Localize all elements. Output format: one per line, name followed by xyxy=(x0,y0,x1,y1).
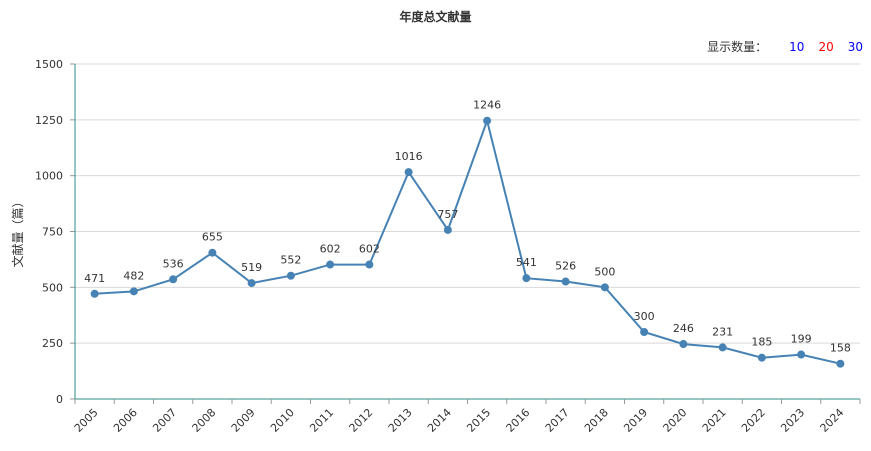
x-tick-label: 2021 xyxy=(700,406,729,435)
x-tick-label: 2005 xyxy=(72,406,101,435)
data-label: 757 xyxy=(437,208,458,221)
x-tick-label: 2016 xyxy=(504,406,533,435)
data-label: 231 xyxy=(712,325,733,338)
x-tick-label: 2017 xyxy=(543,406,572,435)
chart-title: 年度总文献量 xyxy=(399,10,472,24)
data-label: 482 xyxy=(123,269,144,282)
data-label: 1016 xyxy=(395,150,423,163)
axes: 0 250 500 750 1000 1250 1500 2005 2006 2007 2008 20… xyxy=(35,58,861,435)
data-point xyxy=(640,328,649,336)
data-label: 655 xyxy=(202,231,223,244)
data-label: 185 xyxy=(751,336,772,349)
grid-lines xyxy=(75,63,860,344)
y-tick-label: 1000 xyxy=(35,170,63,183)
data-label: 552 xyxy=(280,254,301,267)
x-tick-label: 2022 xyxy=(739,406,768,435)
data-point xyxy=(443,225,452,234)
data-label: 1246 xyxy=(473,99,501,112)
data-label: 471 xyxy=(84,272,105,285)
display-count-label: 显示数量： xyxy=(707,40,768,54)
data-point xyxy=(208,248,217,257)
data-point xyxy=(600,283,609,292)
y-tick-label: 500 xyxy=(42,281,63,294)
x-tick-label: 2013 xyxy=(386,406,415,435)
data-point xyxy=(757,353,766,362)
data-point xyxy=(797,350,806,359)
data-label: 526 xyxy=(555,260,576,273)
x-tick-label: 2010 xyxy=(268,406,297,435)
x-tick-label: 2018 xyxy=(582,406,611,435)
y-tick-label: 750 xyxy=(42,226,63,239)
x-tick-label: 2024 xyxy=(818,406,847,435)
data-label: 541 xyxy=(516,256,537,269)
data-point xyxy=(326,260,335,269)
data-point xyxy=(129,287,138,296)
x-tick-label: 2023 xyxy=(778,406,807,435)
x-tick-label: 2012 xyxy=(347,406,376,435)
display-count-control: 显示数量： 10 20 30 xyxy=(707,38,863,55)
x-tick-label: 2019 xyxy=(621,406,650,435)
data-point xyxy=(286,271,295,280)
x-tick-label: 2011 xyxy=(307,406,336,435)
data-labels: 471 482 536 655 519 552 602 602 1016 757 1246 541 52… xyxy=(84,99,851,355)
display-count-option-30[interactable]: 30 xyxy=(847,39,863,54)
y-axis-label: 文献量（篇） xyxy=(10,195,25,267)
y-tick-label: 1250 xyxy=(35,114,63,127)
series-line xyxy=(94,117,841,365)
data-label: 199 xyxy=(791,333,812,346)
x-tick-label: 2015 xyxy=(464,406,493,435)
display-count-option-20[interactable]: 20 xyxy=(818,39,834,54)
y-tick-label: 1500 xyxy=(35,58,63,71)
y-tick-label: 0 xyxy=(56,393,63,406)
data-point xyxy=(561,277,570,286)
data-label: 602 xyxy=(359,243,380,256)
data-label: 519 xyxy=(241,261,262,274)
data-point xyxy=(365,260,374,269)
series-line-path xyxy=(94,117,841,365)
data-point xyxy=(522,274,531,283)
data-label: 246 xyxy=(673,322,694,335)
data-label: 500 xyxy=(594,265,615,278)
data-point xyxy=(679,340,688,349)
x-tick-label: 2020 xyxy=(661,406,690,435)
data-point xyxy=(90,289,99,298)
data-label: 300 xyxy=(634,310,655,323)
data-label: 602 xyxy=(320,243,341,256)
data-point xyxy=(247,279,256,288)
data-point xyxy=(718,343,727,352)
x-tick-label: 2008 xyxy=(190,406,219,435)
data-point xyxy=(836,359,845,368)
data-point xyxy=(169,275,178,284)
data-point xyxy=(404,168,413,177)
y-tick-label: 250 xyxy=(42,337,63,350)
x-tick-label: 2007 xyxy=(150,406,179,435)
data-point xyxy=(483,116,492,125)
x-tick-label: 2014 xyxy=(425,406,454,435)
data-label: 536 xyxy=(163,257,184,270)
display-count-option-10[interactable]: 10 xyxy=(789,39,805,54)
data-label: 158 xyxy=(830,342,851,355)
x-tick-label: 2006 xyxy=(111,406,140,435)
data-points xyxy=(90,116,845,368)
x-tick-label: 2009 xyxy=(229,406,258,435)
